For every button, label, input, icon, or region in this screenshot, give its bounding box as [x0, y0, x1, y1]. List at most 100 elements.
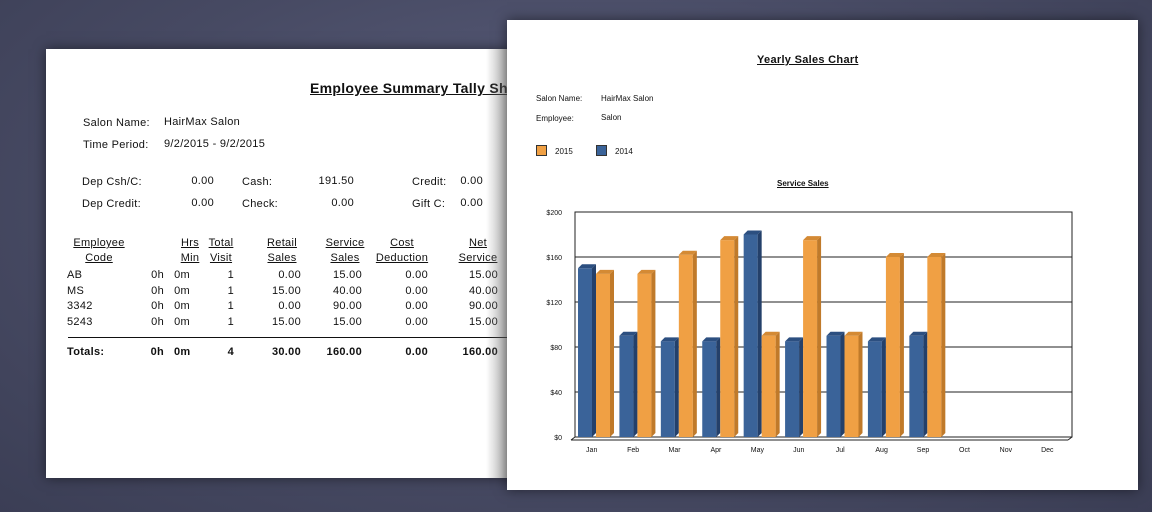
column-header: Net	[468, 237, 488, 249]
bar-side	[692, 250, 697, 437]
bar-top	[660, 337, 679, 342]
bar-top	[702, 337, 721, 342]
bar-top	[785, 337, 804, 342]
legend-label-2014: 2014	[615, 147, 633, 156]
column-header: Cost	[390, 237, 414, 249]
bar-top	[678, 250, 697, 255]
x-tick-label: Sep	[917, 447, 930, 454]
bar-chart: $0 $40 $80 $120 $160 $200 Jan Feb Mar Apr May Jun Ju…	[546, 210, 1073, 454]
table-cell: 1	[227, 284, 234, 297]
bar-2014-Mar	[660, 341, 675, 437]
bar-top	[803, 236, 822, 241]
bar-top	[826, 331, 845, 336]
totals-box-label: Dep Credit:	[82, 198, 141, 210]
salon-value: HairMax Salon	[164, 116, 241, 128]
row-label: Totals:	[67, 346, 105, 358]
bar-2014-Feb	[619, 335, 634, 437]
totals-box-label: Dep Csh/C:	[82, 176, 142, 188]
table-cell: 0m	[174, 284, 190, 297]
totals-box-value: 191.50	[318, 175, 354, 187]
table-cell: 0m	[174, 269, 190, 281]
bar-top	[743, 230, 762, 235]
bar-2015-May	[761, 335, 776, 437]
bar-top	[637, 269, 656, 274]
floor-edge	[1067, 436, 1073, 441]
employee-summary-report: Employee Summary Tally Sh Salon Name: Ha…	[46, 49, 516, 478]
table-cell: 30.00	[271, 346, 301, 358]
salon-value: HairMax Salon	[601, 94, 654, 103]
x-tick-label: Jul	[836, 447, 845, 454]
table-cell: 0m	[174, 315, 190, 328]
table-cell: 15.00	[271, 284, 301, 297]
column-header: Employee	[73, 237, 125, 249]
chart-report-title: Yearly Sales Chart	[757, 54, 859, 66]
table-cell: 40.00	[332, 284, 362, 297]
y-tick-label: $160	[546, 255, 562, 262]
totals-box-label: Credit:	[412, 176, 447, 188]
bar-side	[716, 337, 721, 437]
bar-top	[844, 331, 863, 336]
bar-side	[899, 253, 904, 437]
x-tick-label: Aug	[875, 447, 888, 454]
table-cell: 1	[227, 315, 234, 328]
bar-2014-Aug	[867, 341, 882, 437]
legend-swatch-2014	[596, 145, 607, 156]
table-cell: 0h	[151, 269, 164, 281]
legend-swatch-2015	[536, 145, 547, 156]
bar-2015-Aug	[885, 257, 900, 437]
table-cell: 0.00	[405, 300, 428, 312]
x-tick-label: Oct	[959, 447, 970, 454]
bar-2015-Apr	[720, 240, 735, 437]
table-cell: 0.00	[405, 346, 428, 358]
x-tick-label: Apr	[711, 447, 723, 454]
table-cell: 1	[227, 300, 234, 312]
x-tick-label: Feb	[627, 447, 639, 454]
column-header: Service	[325, 237, 365, 249]
table-cell: 4	[227, 346, 234, 358]
table-cell: 0h	[150, 346, 164, 358]
row-label: 5243	[67, 315, 93, 328]
report-title: Employee Summary Tally Sh	[310, 80, 508, 96]
table-cell: 160.00	[326, 346, 362, 358]
column-header: Retail	[267, 237, 297, 249]
column-header: Code	[85, 252, 113, 264]
bar-side	[674, 337, 679, 437]
legend-label-2015: 2015	[555, 147, 573, 156]
bar-side	[757, 230, 762, 437]
bar-top	[761, 331, 780, 336]
row-label: 3342	[67, 300, 93, 312]
bar-2014-Apr	[702, 341, 717, 437]
table-cell: 15.00	[332, 315, 362, 328]
totals-box-label: Cash:	[242, 176, 273, 188]
period-value: 9/2/2015 - 9/2/2015	[164, 138, 266, 150]
totals-box-value: 0.00	[460, 175, 483, 187]
column-header: Min	[180, 252, 200, 264]
bar-top	[885, 253, 904, 257]
x-tick-label: Jan	[586, 447, 597, 454]
bar-2014-Jun	[785, 341, 800, 437]
bar-side	[799, 337, 804, 437]
column-header: Total	[208, 237, 234, 249]
bar-side	[592, 264, 596, 437]
bar-2015-Jan	[596, 273, 610, 437]
bar-2015-Jul	[844, 335, 859, 437]
column-header: Hrs	[180, 237, 199, 249]
bar-top	[619, 331, 638, 336]
bar-2014-May	[743, 234, 758, 437]
bar-side	[610, 269, 614, 437]
employee-label: Employee:	[536, 114, 574, 123]
totals-box-label: Check:	[242, 198, 279, 210]
totals-box-label: Gift C:	[412, 198, 446, 210]
chart-title: Service Sales	[777, 179, 829, 188]
bar-side	[633, 331, 638, 437]
bar-top	[578, 264, 596, 269]
table-cell: 0.00	[405, 284, 428, 297]
table-cell: 0.00	[278, 300, 301, 312]
bar-2014-Jan	[578, 268, 592, 437]
bar-side	[923, 331, 928, 437]
table-cell: 0m	[174, 346, 191, 358]
table-cell: 90.00	[332, 300, 362, 312]
column-header: Sales	[267, 252, 297, 264]
table-cell: 0m	[174, 300, 190, 312]
totals-box-value: 0.00	[191, 197, 214, 209]
